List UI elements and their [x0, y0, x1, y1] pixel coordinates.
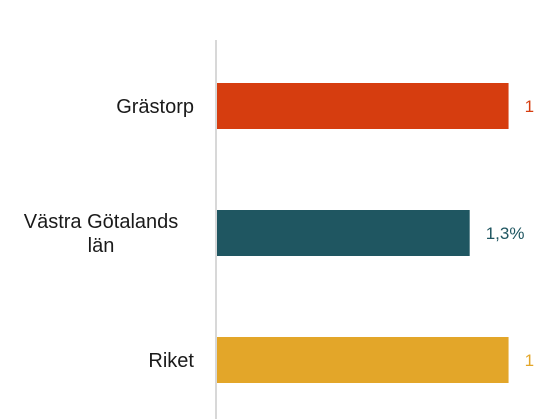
value-label-2: 1,3% [486, 224, 525, 243]
value-label-3: 1,5% [525, 351, 534, 370]
category-label-3: Riket [148, 350, 194, 372]
bar-2 [217, 210, 470, 256]
category-label-2: Västra Götalands län [24, 211, 179, 257]
bar-3 [217, 337, 509, 383]
category-labels-group: Grästorp Västra Götalands län Riket [24, 96, 195, 372]
bars-group [217, 83, 509, 383]
value-label-1: 1,5% [525, 97, 534, 116]
value-labels-group: 1,5% 1,3% 1,5% [486, 97, 534, 370]
bar-1 [217, 83, 509, 129]
category-label-1: Grästorp [116, 96, 194, 118]
